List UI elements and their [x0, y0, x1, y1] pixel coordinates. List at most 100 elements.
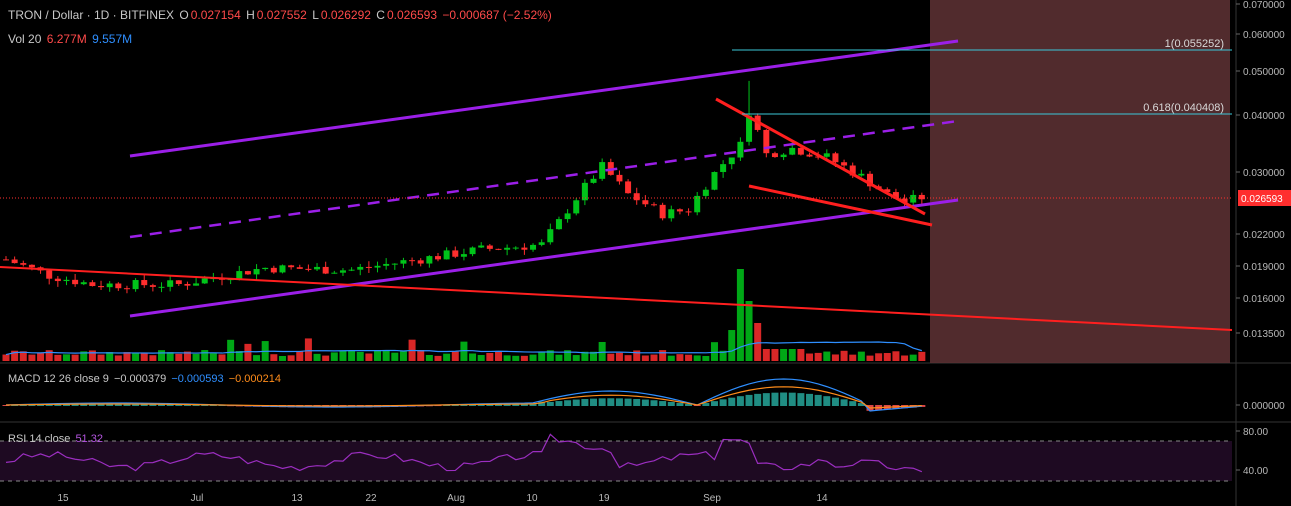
macd-histogram-bar — [806, 393, 814, 406]
macd-histogram-bar — [132, 403, 140, 406]
candle-body — [426, 256, 433, 264]
volume-bar — [209, 353, 217, 361]
volume-bar — [486, 352, 494, 361]
volume-bar — [564, 350, 572, 361]
volume-bar — [114, 355, 122, 361]
macd-histogram-bar — [849, 401, 857, 406]
current-price-tag[interactable] — [1238, 190, 1291, 206]
volume-bar — [175, 353, 183, 361]
volume-bar — [857, 351, 865, 361]
time-axis-label: 19 — [598, 493, 610, 504]
candle-body — [901, 198, 908, 203]
volume-bar — [235, 351, 243, 361]
long-trendline[interactable] — [0, 266, 1233, 331]
rsi-label[interactable]: RSI 14 close — [8, 433, 71, 445]
candle-body — [262, 267, 269, 270]
candle-body — [728, 157, 735, 165]
candle-body — [123, 288, 130, 290]
candle-body — [89, 282, 96, 287]
volume-bar — [650, 354, 658, 361]
volume-bar — [183, 351, 191, 361]
macd-label[interactable]: MACD 12 26 close 9 — [8, 373, 109, 385]
volume-bar — [736, 269, 744, 361]
candle-body — [270, 267, 277, 273]
macd-axis-label: 0.000000 — [1243, 401, 1285, 412]
volume-bar — [417, 350, 425, 361]
volume-bar — [892, 351, 900, 361]
macd-signal-value: −0.000214 — [228, 373, 282, 385]
candle-body — [80, 282, 87, 285]
volume-bar — [806, 353, 814, 361]
channel-upper-line[interactable] — [129, 39, 959, 158]
volume-bar — [158, 350, 166, 361]
wedge-upper-line[interactable] — [715, 97, 926, 216]
volume-bar — [797, 349, 805, 361]
open-value: 0.027154 — [190, 8, 241, 22]
candle-body — [867, 173, 873, 187]
candle-body — [339, 270, 346, 273]
candle-body — [573, 200, 580, 214]
forecast-zone[interactable] — [930, 0, 1230, 363]
macd-histogram-bar — [702, 403, 710, 406]
candle-body — [806, 154, 813, 157]
candle-body — [763, 129, 770, 154]
channel-lower-line[interactable] — [129, 198, 959, 318]
candle-body — [409, 260, 416, 262]
macd-histogram-bar — [106, 403, 114, 406]
volume-label[interactable]: Vol 20 — [8, 32, 42, 46]
candle-body — [348, 269, 355, 271]
candle-body — [357, 266, 364, 270]
symbol-title[interactable]: TRON / Dollar · 1D · BITFINEX — [8, 8, 175, 22]
open-label: O — [179, 8, 189, 22]
low-value: 0.026292 — [320, 8, 371, 22]
volume-bar — [451, 351, 459, 361]
current-price-label: 0.026593 — [1241, 194, 1283, 205]
candle-body — [504, 247, 511, 250]
candle-body — [590, 178, 597, 183]
macd-histogram-bar — [80, 403, 88, 406]
price-axis-label: 0.060000 — [1243, 30, 1285, 41]
macd-histogram-bar — [149, 403, 157, 406]
time-axis-label: Jul — [191, 493, 204, 504]
price-axis-label: 0.019000 — [1243, 262, 1285, 273]
volume-bar — [313, 353, 321, 361]
volume-bar — [875, 353, 883, 361]
macd-line-value: −0.000593 — [171, 373, 224, 385]
candle-body — [3, 259, 9, 261]
volume-bar — [494, 351, 502, 361]
volume-bar — [788, 349, 796, 361]
volume-bar — [149, 355, 157, 361]
volume-bar — [719, 350, 727, 361]
candle-body — [54, 278, 61, 282]
macd-histogram-bar — [564, 400, 572, 406]
candle-body — [685, 211, 692, 213]
candle-body — [20, 263, 27, 265]
wedge-lower-line[interactable] — [748, 184, 933, 227]
candle-body — [625, 181, 632, 194]
volume-bar — [641, 355, 649, 361]
macd-signal-line — [5, 386, 922, 409]
volume-bar — [460, 341, 468, 361]
volume-bar — [615, 352, 623, 361]
candle-body — [201, 278, 208, 284]
volume-bar — [71, 354, 79, 361]
candle-body — [832, 153, 839, 163]
candle-body — [711, 172, 718, 190]
volume-bar — [710, 342, 718, 361]
macd-histogram-bar — [745, 394, 753, 406]
macd-histogram-bar — [494, 403, 502, 406]
high-value: 0.027552 — [256, 8, 307, 22]
volume-bar — [97, 354, 105, 361]
rsi-axis-label: 80.00 — [1243, 427, 1268, 438]
macd-histogram-bar — [529, 403, 537, 406]
volume-bar — [866, 355, 874, 361]
candle-body — [512, 247, 519, 249]
volume-bar — [849, 354, 857, 361]
macd-histogram-bar — [71, 403, 79, 406]
candle-body — [417, 260, 424, 264]
candle-body — [184, 283, 191, 286]
volume-bar — [590, 351, 598, 361]
candle-body — [279, 265, 286, 273]
volume-bar — [45, 350, 53, 361]
